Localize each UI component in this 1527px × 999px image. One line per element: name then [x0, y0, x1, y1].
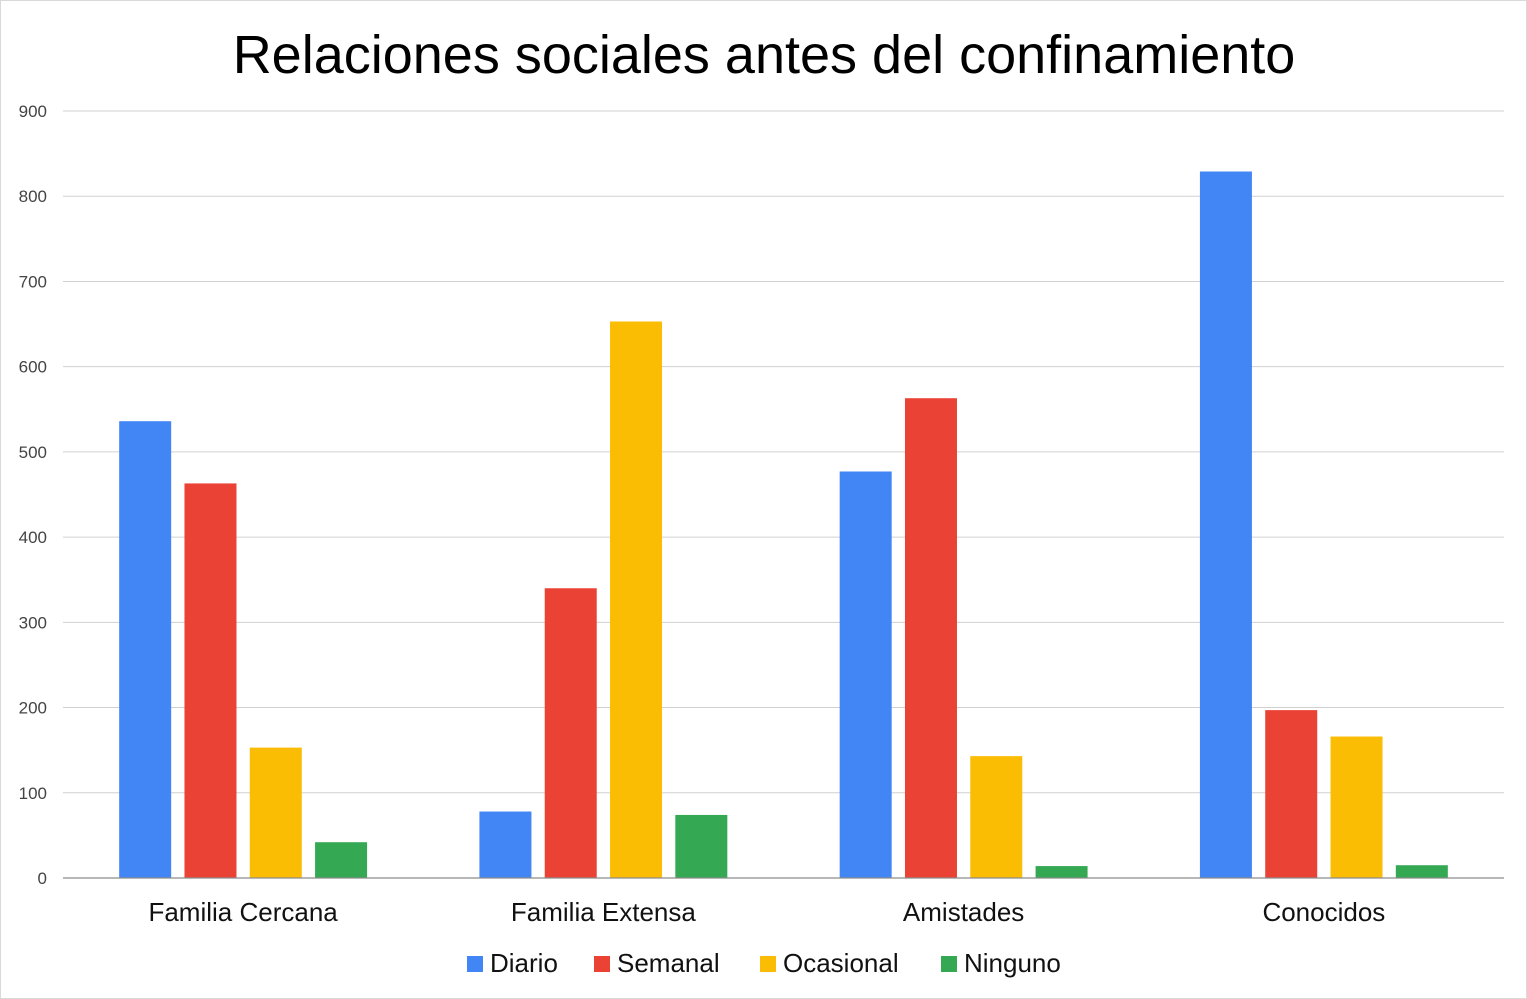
- y-tick-label: 900: [19, 102, 47, 121]
- gridlines: [63, 110, 1504, 794]
- y-tick-label: 700: [19, 272, 47, 291]
- y-tick-label: 500: [19, 443, 47, 462]
- bar-semanal-3: [904, 398, 957, 878]
- legend-swatch-diario: [467, 956, 483, 972]
- legend-swatch-semanal: [594, 956, 610, 972]
- bar-ocasional-4: [1330, 736, 1383, 878]
- bar-ninguno-1: [315, 842, 368, 878]
- bars: [119, 171, 1448, 878]
- x-tick-label: Conocidos: [1262, 897, 1385, 927]
- legend-label: Ninguno: [964, 948, 1061, 978]
- legend-label: Ocasional: [783, 948, 899, 978]
- x-tick-label: Familia Cercana: [148, 897, 338, 927]
- y-tick-label: 300: [19, 613, 47, 632]
- bar-semanal-1: [184, 483, 237, 878]
- legend-swatch-ninguno: [941, 956, 957, 972]
- x-tick-label: Amistades: [903, 897, 1024, 927]
- bar-semanal-2: [544, 588, 597, 878]
- x-axis-labels: Familia Cercana Familia Extensa Amistades C…: [148, 897, 1385, 927]
- bar-ninguno-4: [1395, 865, 1448, 878]
- bar-ninguno-3: [1035, 866, 1088, 878]
- y-tick-label: 100: [19, 784, 47, 803]
- y-tick-label: 200: [19, 699, 47, 718]
- bar-ocasional-3: [970, 756, 1023, 878]
- y-tick-label: 600: [19, 358, 47, 377]
- bar-ocasional-2: [610, 321, 663, 878]
- y-axis-ticks: 0 100 200 300 400 500 600 700 800 900: [19, 102, 47, 888]
- y-tick-label: 400: [19, 528, 47, 547]
- y-tick-label: 800: [19, 187, 47, 206]
- legend-swatch-ocasional: [760, 956, 776, 972]
- legend-label: Semanal: [617, 948, 720, 978]
- bar-diario-4: [1199, 171, 1252, 878]
- legend-label: Diario: [490, 948, 558, 978]
- bar-ocasional-1: [249, 747, 302, 878]
- x-tick-label: Familia Extensa: [511, 897, 696, 927]
- bar-diario-2: [479, 811, 532, 878]
- bar-ninguno-2: [675, 814, 728, 878]
- legend: Diario Semanal Ocasional Ninguno: [467, 948, 1061, 978]
- bar-semanal-4: [1265, 710, 1318, 878]
- chart-title: Relaciones sociales antes del confinamie…: [233, 25, 1296, 85]
- bar-diario-1: [119, 421, 172, 878]
- bar-diario-3: [839, 471, 892, 878]
- y-tick-label: 0: [38, 869, 47, 888]
